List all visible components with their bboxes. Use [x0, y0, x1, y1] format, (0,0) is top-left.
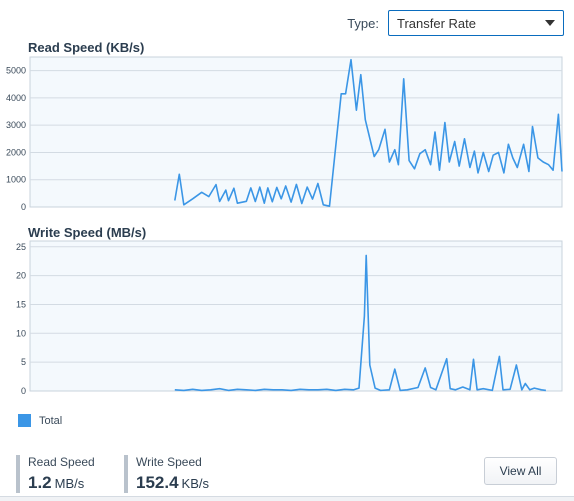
view-all-button[interactable]: View All: [484, 457, 557, 485]
write-speed-title: Write Speed (MB/s): [28, 225, 147, 240]
y-tick-label: 20: [16, 271, 26, 281]
write-speed-stat-label: Write Speed: [136, 455, 202, 469]
plot-area: [29, 240, 563, 392]
series-line-total: [174, 58, 563, 207]
bottom-divider: [0, 496, 574, 501]
write-speed-stat: Write Speed 152.4 KB/s: [124, 455, 209, 493]
type-label: Type:: [347, 15, 379, 31]
y-tick-label: 1000: [6, 175, 26, 185]
type-filter: Type: Transfer Rate: [347, 10, 564, 36]
y-tick-label: 0: [21, 202, 26, 212]
type-select-value: Transfer Rate: [397, 15, 476, 31]
plot-area: [29, 56, 563, 208]
type-select[interactable]: Transfer Rate: [388, 10, 564, 36]
read-speed-title: Read Speed (KB/s): [28, 40, 145, 55]
y-tick-label: 5: [21, 357, 26, 367]
read-speed-stat-value: 1.2: [28, 473, 52, 492]
legend-label: Total: [39, 414, 63, 427]
series-line-total: [174, 254, 547, 392]
write-speed-stat-unit: KB/s: [181, 476, 210, 491]
y-tick-label: 25: [16, 242, 26, 252]
y-tick-label: 2000: [6, 147, 26, 157]
chart-legend: Total: [18, 414, 62, 427]
y-tick-label: 0: [21, 386, 26, 396]
legend-swatch: [18, 414, 31, 427]
write-speed-chart: 0 5 10 15 20 25: [16, 240, 563, 396]
y-tick-label: 4000: [6, 93, 26, 103]
y-tick-label: 15: [16, 299, 26, 309]
y-tick-label: 5000: [6, 66, 26, 76]
y-tick-label: 10: [16, 328, 26, 338]
read-speed-chart: 0 1000 2000 3000 4000 5000: [6, 56, 563, 212]
write-speed-stat-value: 152.4: [136, 473, 179, 492]
read-speed-stat-unit: MB/s: [54, 476, 85, 491]
chevron-down-icon: [545, 20, 555, 26]
y-tick-label: 3000: [6, 120, 26, 130]
read-speed-stat-label: Read Speed: [28, 455, 95, 469]
read-speed-stat: Read Speed 1.2 MB/s: [16, 455, 95, 493]
